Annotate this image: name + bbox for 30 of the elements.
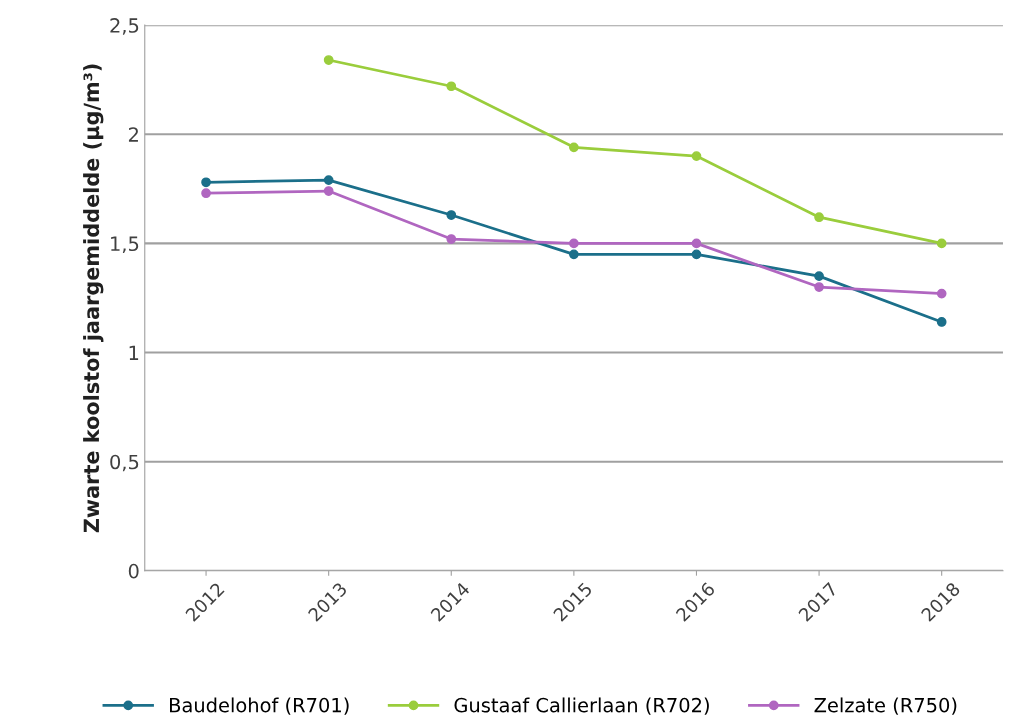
point (201, 177, 211, 188)
point (446, 81, 457, 92)
point (691, 238, 702, 249)
point (569, 142, 579, 153)
point (201, 188, 211, 199)
point (569, 249, 579, 260)
point (936, 317, 947, 327)
point (446, 234, 457, 244)
point (569, 238, 579, 249)
point (323, 55, 334, 65)
legend-label: Baudelohof (R701) (170, 697, 349, 715)
point (323, 175, 334, 185)
point (814, 271, 824, 282)
point (691, 151, 702, 161)
point (323, 186, 334, 196)
point (691, 249, 702, 260)
y-tick-label: 0,5 (110, 454, 139, 472)
y-tick-label: 2 (128, 127, 138, 142)
legend-label: Zelzate (R750) (814, 697, 957, 715)
point (814, 212, 824, 223)
y-tick-label: 2,5 (110, 18, 139, 35)
point (814, 282, 824, 292)
point (936, 238, 947, 249)
y-tick-label: 1,5 (111, 236, 139, 254)
legend-label: Gustaaf Callierlaan (R702) (454, 697, 709, 715)
point (446, 210, 457, 220)
y-tick-label: 1 (129, 345, 139, 360)
y-axis-title: Zwarte koolstof jaargemiddelde (µg/m³) (83, 64, 104, 533)
y-tick-label: 0 (128, 563, 139, 579)
point (936, 288, 947, 299)
